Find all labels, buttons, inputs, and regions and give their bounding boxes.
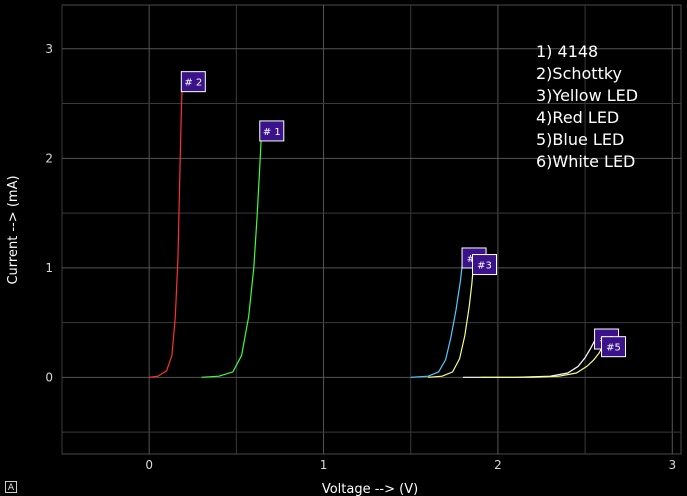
y-tick-label: 1 [45, 261, 53, 275]
series-tag-box [180, 71, 206, 93]
series-line [480, 346, 604, 378]
legend: 1) 4148 2)Schottky 3)Yellow LED 4)Red LED 5)… [536, 42, 638, 171]
series-tag-label: #3 [477, 261, 492, 272]
series-tag-box [601, 336, 627, 358]
x-tick-label: 2 [494, 458, 502, 472]
series-line [149, 81, 183, 378]
series-tags: # 2# 1#4#3#6#5 [180, 71, 627, 358]
y-tick-label: 3 [45, 42, 53, 56]
legend-entry: 5)Blue LED [536, 130, 624, 149]
series-line [410, 257, 464, 378]
x-tick-label: 0 [145, 458, 153, 472]
x-tick-labels: 0 1 2 3 [145, 458, 676, 472]
series-line [201, 130, 263, 378]
grid [61, 5, 681, 454]
y-tick-label: 0 [45, 370, 53, 384]
series-tag[interactable]: #5 [601, 336, 627, 358]
plot-corner-icon[interactable]: A [5, 481, 17, 493]
legend-entry: 2)Schottky [536, 64, 622, 83]
series-tag[interactable]: # 2 [180, 71, 206, 93]
y-tick-labels: 0 1 2 3 [45, 42, 53, 385]
legend-entry: 4)Red LED [536, 108, 619, 127]
series-tag[interactable]: # 1 [259, 120, 285, 142]
series-layer [149, 81, 604, 378]
x-tick-label: 1 [320, 458, 328, 472]
y-axis-title: Current --> (mA) [6, 175, 21, 284]
series-tag-label: #5 [606, 343, 621, 354]
series-tag-label: # 1 [263, 127, 281, 138]
series-line [428, 264, 475, 378]
series-tag-box [259, 120, 285, 142]
x-tick-label: 3 [668, 458, 676, 472]
legend-entry: 6)White LED [536, 152, 635, 171]
series-tag-box [472, 254, 498, 276]
plot-area [61, 4, 682, 455]
legend-entry: 3)Yellow LED [536, 86, 638, 105]
legend-entry: 1) 4148 [536, 42, 598, 61]
series-tag[interactable]: #3 [472, 254, 498, 276]
series-tag-label: # 2 [184, 78, 202, 89]
x-axis-title: Voltage --> (V) [322, 482, 418, 496]
y-tick-label: 2 [45, 151, 53, 165]
